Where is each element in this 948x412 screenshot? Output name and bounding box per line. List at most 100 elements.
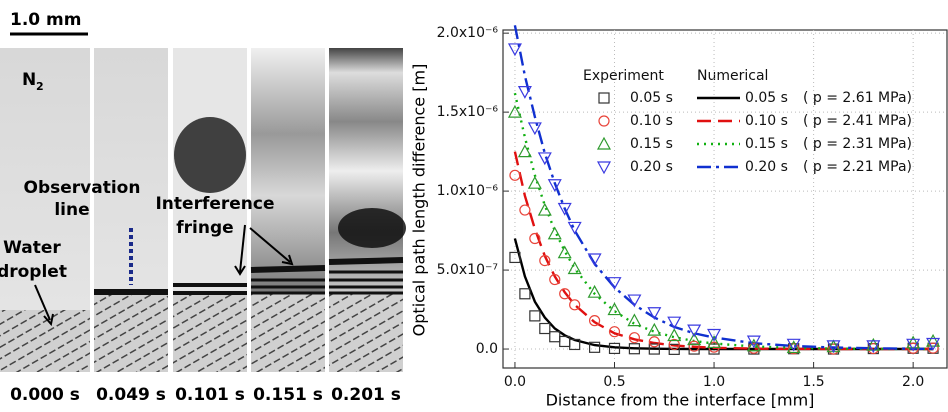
data-point xyxy=(667,328,682,342)
data-point xyxy=(527,122,542,136)
observation-label: Observation xyxy=(24,178,141,198)
fringe-blob xyxy=(338,208,406,248)
data-point xyxy=(788,343,800,355)
legend-title: Numerical xyxy=(697,68,768,84)
data-point xyxy=(786,338,801,352)
droplet xyxy=(251,294,325,372)
legend-note: ( p = 2.61 MPa) xyxy=(803,90,912,106)
fringe-label: Interference xyxy=(155,194,274,214)
legend-label: 0.15 s xyxy=(630,136,673,152)
legend-title: Experiment xyxy=(583,68,664,84)
data-point xyxy=(826,340,841,354)
data-point xyxy=(687,332,702,346)
data-point xyxy=(648,336,660,348)
panel xyxy=(251,48,325,294)
data-point xyxy=(529,232,541,245)
droplet xyxy=(173,294,247,372)
data-point xyxy=(588,315,601,327)
legend-note: ( p = 2.31 MPa) xyxy=(803,136,912,152)
data-point xyxy=(527,175,542,189)
time-label: 0.101 s xyxy=(175,385,245,405)
data-point xyxy=(569,338,581,351)
data-point xyxy=(707,328,722,342)
data-point xyxy=(707,335,722,349)
droplet xyxy=(0,310,90,372)
data-point xyxy=(866,337,881,351)
series-line xyxy=(513,92,934,351)
data-point xyxy=(927,342,939,354)
legend-label: 0.10 s xyxy=(745,113,788,129)
data-point xyxy=(588,341,601,353)
data-point xyxy=(687,324,702,338)
data-point xyxy=(608,342,621,355)
legend-label: 0.20 s xyxy=(630,159,673,175)
data-point xyxy=(559,288,571,300)
data-point xyxy=(509,169,521,181)
plot-area xyxy=(502,29,948,369)
x-tick-label: 1.5 xyxy=(802,374,824,390)
data-point xyxy=(688,340,700,352)
data-point xyxy=(537,202,552,216)
data-point xyxy=(906,335,921,349)
data-point xyxy=(607,302,622,316)
data-point xyxy=(507,43,522,57)
y-tick-label: 1.5x10⁻⁶ xyxy=(437,104,499,120)
data-point xyxy=(627,294,642,308)
droplet xyxy=(329,294,403,372)
y-tick-label: 1.0x10⁻⁶ xyxy=(437,183,499,199)
arrows xyxy=(34,224,294,327)
y-tick-label: 2.0x10⁻⁶ xyxy=(437,25,499,41)
fringe-label: fringe xyxy=(176,218,233,238)
legend-label: 0.05 s xyxy=(745,90,788,106)
legend-label: 0.15 s xyxy=(745,136,788,152)
legend-swatch xyxy=(596,136,612,150)
time-label: 0.049 s xyxy=(96,385,166,405)
data-point xyxy=(507,104,522,118)
data-point xyxy=(608,326,621,338)
observation-label: line xyxy=(54,200,89,220)
droplet-label: Water xyxy=(3,238,61,258)
data-point xyxy=(567,221,582,235)
data-point xyxy=(628,332,641,344)
droplet xyxy=(94,294,168,372)
data-point xyxy=(549,273,561,286)
data-point xyxy=(926,337,941,351)
time-label: 0.151 s xyxy=(253,385,323,405)
y-axis-title: Optical path length difference [m] xyxy=(410,64,429,337)
x-tick-label: 0.5 xyxy=(603,374,625,390)
data-point xyxy=(547,179,562,193)
data-point xyxy=(647,322,662,336)
data-point xyxy=(517,85,532,99)
y-tick-label: 5.0x10⁻⁷ xyxy=(437,262,498,278)
legend-label: 0.05 s xyxy=(630,90,673,106)
time-label: 0.201 s xyxy=(331,385,401,405)
data-point xyxy=(569,299,581,311)
x-axis-title: Distance from the interface [mm] xyxy=(546,391,815,410)
legend-label: 0.10 s xyxy=(630,113,673,129)
scale-label: 1.0 mm xyxy=(10,10,81,30)
data-point xyxy=(539,322,551,335)
data-point xyxy=(519,288,531,300)
data-point xyxy=(786,340,801,354)
chart: Distance from the interface [mm] Optical… xyxy=(410,25,948,410)
time-labels: 0.000 s 0.049 s 0.101 s 0.151 s 0.201 s xyxy=(10,385,401,405)
data-point xyxy=(547,226,562,240)
data-point xyxy=(519,204,531,216)
series-line xyxy=(513,25,934,351)
data-point xyxy=(926,333,941,347)
x-tick-label: 1.0 xyxy=(703,374,725,390)
data-point xyxy=(587,284,602,298)
data-point xyxy=(906,338,921,352)
data-point xyxy=(557,202,572,216)
data-point xyxy=(647,307,662,320)
data-point xyxy=(517,144,532,158)
data-point xyxy=(567,261,582,275)
fringe-blob xyxy=(174,117,246,193)
x-tick-label: 0.0 xyxy=(504,374,526,390)
y-tick-label: 0.0 xyxy=(476,341,498,357)
data-point xyxy=(667,316,682,330)
data-point xyxy=(557,245,572,259)
data-point xyxy=(866,340,881,354)
x-tick-label: 2.0 xyxy=(902,374,924,390)
